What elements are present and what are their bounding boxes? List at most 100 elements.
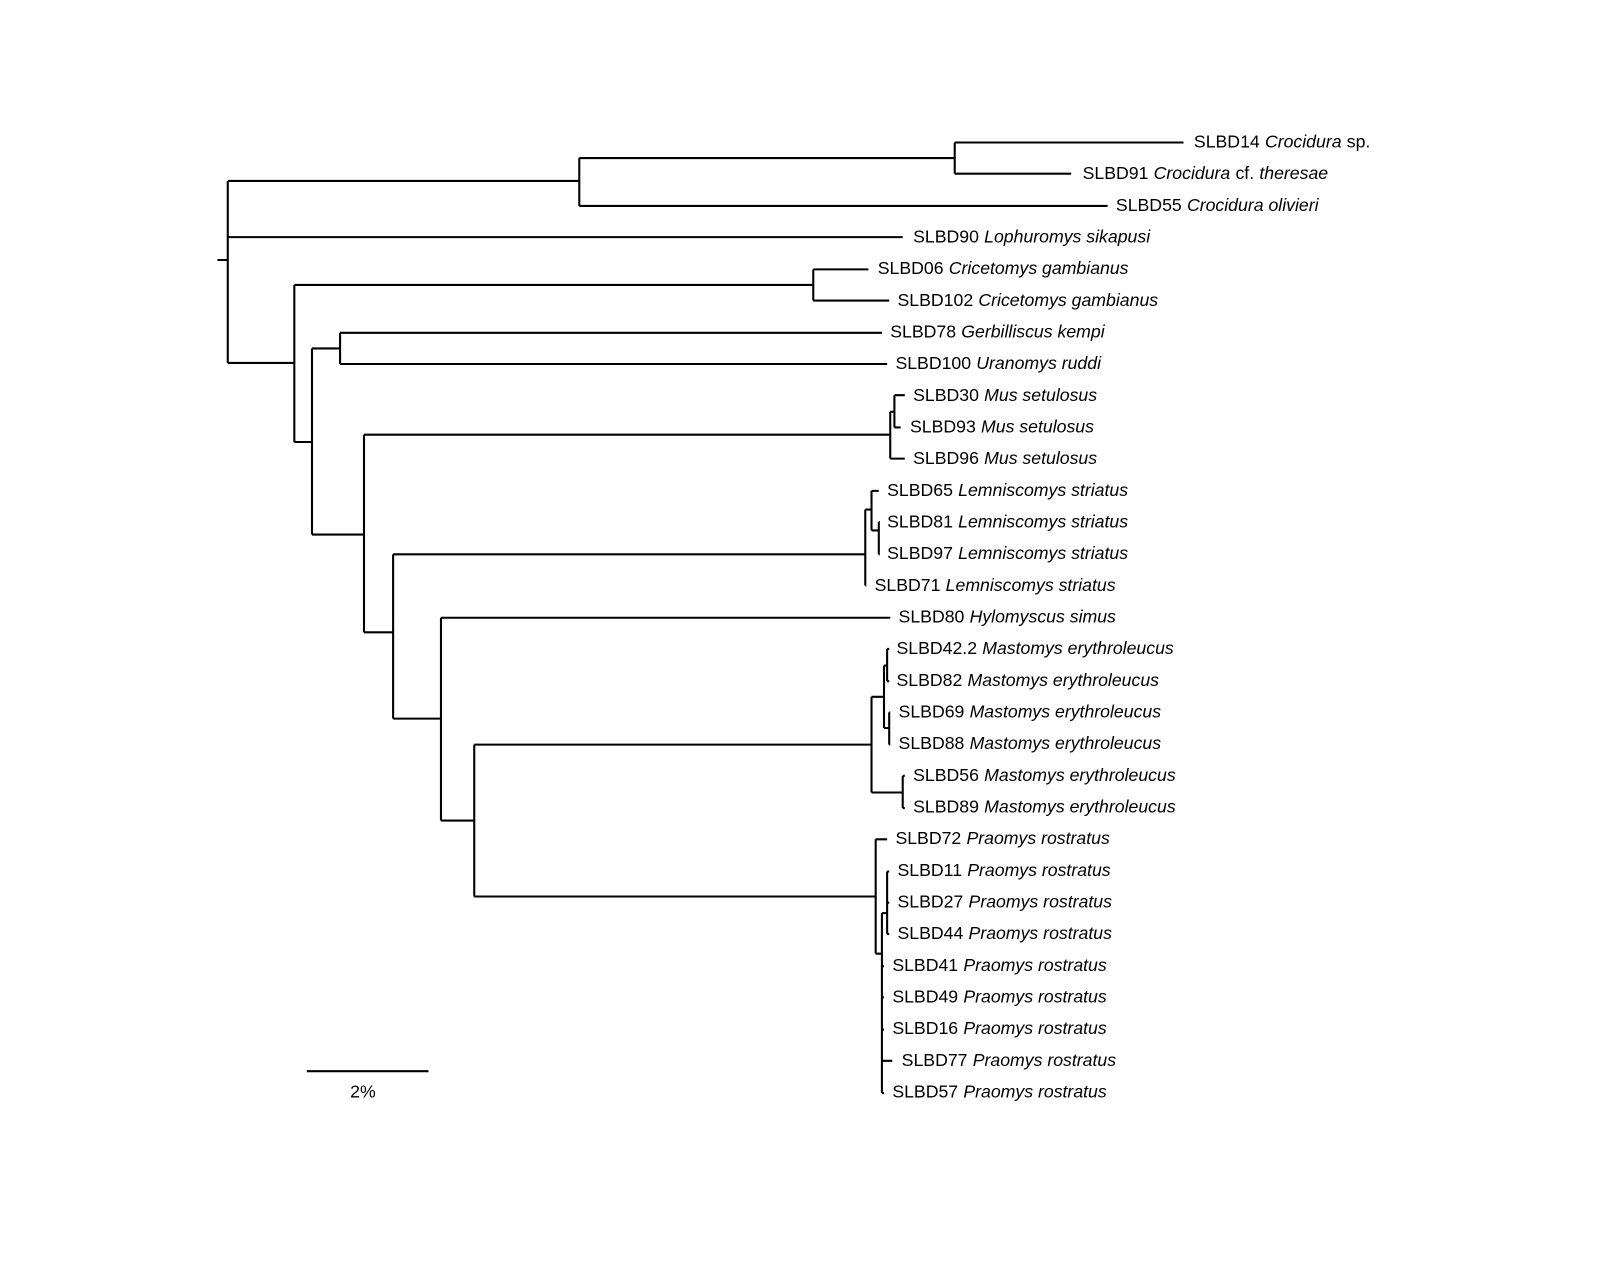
label-part: SLBD100 [895,353,971,373]
leaf-label: SLBD91 Crocidura cf. theresae [1083,163,1329,183]
label-part: Mastomys erythroleucus [982,638,1174,658]
label-part: SLBD80 [899,606,965,626]
label-part: Lemniscomys striatus [958,543,1128,563]
label-part: SLBD56 [913,765,979,785]
label-part: SLBD30 [913,384,979,404]
leaf-label: SLBD80 Hylomyscus simus [899,606,1116,626]
leaf-label: SLBD30 Mus setulosus [913,384,1097,404]
label-part: Crocidura [1265,131,1342,151]
leaf-label: SLBD82 Mastomys erythroleucus [896,670,1159,690]
label-part: SLBD42.2 [896,638,977,658]
label-part: Crocidura [1154,163,1231,183]
label-part: SLBD69 [899,701,965,721]
label-part: Praomys rostratus [963,1081,1107,1101]
label-part: SLBD102 [898,289,974,309]
leaf-label: SLBD49 Praomys rostratus [892,986,1107,1006]
branches [217,141,1184,1095]
label-part: SLBD55 [1116,194,1182,214]
label-part: Praomys rostratus [969,891,1113,911]
label-part: SLBD11 [898,860,963,880]
label-part: SLBD57 [892,1081,958,1101]
label-part: Praomys rostratus [966,828,1110,848]
label-part: Mastomys erythroleucus [984,765,1176,785]
label-part: SLBD72 [895,828,961,848]
leaf-label: SLBD81 Lemniscomys striatus [887,511,1128,531]
label-part: SLBD89 [913,796,979,816]
leaf-label: SLBD65 Lemniscomys striatus [887,479,1128,499]
label-part: SLBD91 [1083,163,1149,183]
leaf-label: SLBD93 Mus setulosus [910,416,1094,436]
leaf-label: SLBD72 Praomys rostratus [895,828,1110,848]
leaf-label: SLBD56 Mastomys erythroleucus [913,765,1176,785]
label-part: Crocidura olivieri [1187,194,1320,214]
leaf-label: SLBD42.2 Mastomys erythroleucus [896,638,1173,658]
label-part: cf. [1235,163,1254,183]
label-part: SLBD14 [1194,131,1260,151]
label-part: Praomys rostratus [963,1018,1107,1038]
label-part: Gerbilliscus kempi [961,321,1105,341]
leaf-label: SLBD55 Crocidura olivieri [1116,194,1320,214]
leaf-label: SLBD77 Praomys rostratus [902,1050,1117,1070]
tree: 2% SLBD14 Crocidura sp.SLBD91 Crocidura cf. t… [217,131,1370,1102]
leaf-label: SLBD102 Cricetomys gambianus [898,289,1159,309]
label-part: SLBD71 [875,575,941,595]
leaf-label: SLBD88 Mastomys erythroleucus [899,733,1162,753]
label-part: SLBD78 [890,321,956,341]
label-part: Mastomys erythroleucus [970,701,1162,721]
label-part: Praomys rostratus [973,1050,1117,1070]
label-part: theresae [1259,163,1328,183]
leaf-label: SLBD16 Praomys rostratus [892,1018,1107,1038]
leaf-label: SLBD27 Praomys rostratus [898,891,1113,911]
label-part: SLBD97 [887,543,953,563]
label-part: sp. [1347,131,1371,151]
label-part: Lemniscomys striatus [958,479,1128,499]
label-part: Mus setulosus [981,416,1094,436]
label-part: Mus setulosus [984,384,1097,404]
label-part: Praomys rostratus [967,860,1111,880]
scale-bar-label: 2% [350,1082,376,1102]
leaf-label: SLBD71 Lemniscomys striatus [875,575,1116,595]
label-part: Uranomys ruddi [976,353,1102,373]
label-part: SLBD81 [887,511,953,531]
label-part: Mus setulosus [984,448,1097,468]
label-part: SLBD96 [913,448,979,468]
leaf-label: SLBD100 Uranomys ruddi [895,353,1102,373]
label-part: Praomys rostratus [963,955,1107,975]
label-part: SLBD90 [913,226,979,246]
label-part: SLBD41 [892,955,958,975]
label-part: Praomys rostratus [963,986,1107,1006]
label-part: Lemniscomys striatus [946,575,1116,595]
label-part: SLBD77 [902,1050,968,1070]
label-part: SLBD44 [898,923,964,943]
label-part: SLBD06 [878,258,944,278]
label-part: Mastomys erythroleucus [984,796,1176,816]
leaf-label: SLBD96 Mus setulosus [913,448,1097,468]
label-part: Cricetomys gambianus [949,258,1129,278]
label-part: SLBD88 [899,733,965,753]
label-part: SLBD93 [910,416,976,436]
leaf-label: SLBD41 Praomys rostratus [892,955,1107,975]
leaf-label: SLBD97 Lemniscomys striatus [887,543,1128,563]
label-part: Mastomys erythroleucus [970,733,1162,753]
label-part: Lophuromys sikapusi [984,226,1151,246]
leaf-label: SLBD14 Crocidura sp. [1194,131,1370,151]
leaf-label: SLBD69 Mastomys erythroleucus [899,701,1162,721]
leaf-label: SLBD11 Praomys rostratus [898,860,1111,880]
label-part: SLBD27 [898,891,964,911]
label-part: Praomys rostratus [969,923,1113,943]
label-part: Lemniscomys striatus [958,511,1128,531]
leaf-label: SLBD89 Mastomys erythroleucus [913,796,1176,816]
label-part: Cricetomys gambianus [978,289,1158,309]
leaf-label: SLBD78 Gerbilliscus kempi [890,321,1105,341]
label-part: SLBD49 [892,986,958,1006]
leaf-label: SLBD57 Praomys rostratus [892,1081,1107,1101]
leaf-label: SLBD90 Lophuromys sikapusi [913,226,1151,246]
label-part: Hylomyscus simus [970,606,1116,626]
label-part: SLBD16 [892,1018,958,1038]
leaf-label: SLBD06 Cricetomys gambianus [878,258,1129,278]
label-part: SLBD82 [896,670,962,690]
label-part: SLBD65 [887,479,953,499]
